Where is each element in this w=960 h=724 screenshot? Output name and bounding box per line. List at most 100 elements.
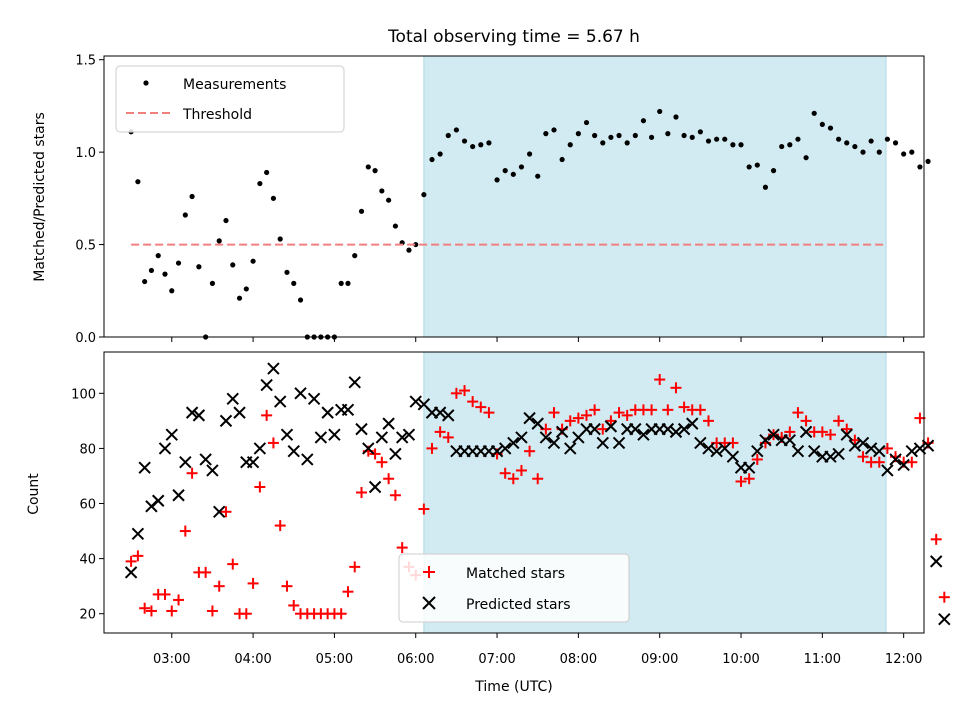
- measurement-point: [722, 136, 728, 142]
- bottom-y-tick-label: 100: [71, 387, 96, 402]
- measurement-point: [209, 280, 216, 286]
- matched-star-point: [125, 555, 137, 567]
- measurement-point: [518, 164, 525, 170]
- measurement-point: [386, 197, 392, 203]
- matched-star-point: [605, 415, 617, 427]
- predicted-star-point: [751, 444, 764, 458]
- predicted-star-point: [199, 453, 212, 466]
- x-tick-label: 07:00: [478, 652, 515, 667]
- matched-star-point: [930, 533, 942, 545]
- matched-star-point: [833, 415, 845, 427]
- matched-star-point: [751, 453, 763, 465]
- matched-star-point: [349, 561, 361, 573]
- x-tick-label: 08:00: [560, 652, 597, 667]
- measurement-point: [352, 253, 358, 259]
- predicted-star-point: [267, 362, 280, 375]
- measurement-point: [925, 158, 931, 164]
- top-plot-area: 0.0 0.5 1.0 1.5: [75, 54, 931, 346]
- measurement-point: [196, 264, 202, 270]
- predicted-star-point: [375, 431, 389, 444]
- matched-star-point: [572, 412, 584, 424]
- x-tick-label: 03:00: [153, 652, 190, 667]
- measurement-point: [681, 132, 687, 139]
- measurement-point: [392, 223, 399, 229]
- measurement-point: [592, 132, 598, 139]
- matched-star-point: [434, 426, 446, 438]
- top-y-tick-label: 1.5: [75, 54, 96, 69]
- measurement-point: [770, 168, 777, 174]
- matched-star-point: [881, 442, 893, 454]
- predicted-star-point: [368, 480, 382, 494]
- bottom-y-tick-label: 60: [79, 498, 96, 513]
- matched-star-point: [581, 409, 593, 421]
- matched-star-point: [670, 382, 682, 394]
- predicted-star-point: [791, 444, 805, 458]
- predicted-star-point: [686, 417, 699, 430]
- measurement-point: [236, 295, 243, 301]
- matched-star-point: [524, 445, 536, 457]
- top-chart-title: Total observing time = 5.67 h: [387, 27, 640, 47]
- matched-star-point: [173, 594, 185, 606]
- matched-star-point: [288, 599, 300, 611]
- top-y-tick-label: 0.5: [75, 239, 96, 254]
- predicted-star-point: [273, 395, 287, 408]
- matched-star-point: [841, 423, 853, 435]
- measurements-legend-marker: [143, 80, 149, 86]
- matched-star-point: [335, 608, 347, 620]
- predicted-legend-label: Predicted stars: [466, 597, 571, 613]
- predicted-star-point: [280, 428, 294, 441]
- measurement-point: [365, 164, 371, 170]
- predicted-star-point: [539, 431, 553, 444]
- predicted-star-point: [873, 444, 886, 458]
- measurement-point: [624, 140, 630, 146]
- predicted-star-point: [321, 406, 334, 419]
- matched-star-point: [467, 396, 479, 408]
- measurement-point: [264, 169, 270, 176]
- matched-legend-marker: [423, 566, 435, 578]
- measurements-legend-label: Measurements: [183, 77, 286, 93]
- predicted-star-point: [832, 447, 845, 461]
- measurement-point: [510, 171, 516, 177]
- matched-star-point: [159, 588, 171, 600]
- measurement-point: [486, 140, 492, 146]
- measurement-point: [836, 136, 842, 142]
- predicted-star-point: [124, 566, 138, 579]
- matched-star-point: [662, 404, 674, 416]
- predicted-star-point: [564, 442, 577, 455]
- bottom-legend: Matched stars Predicted stars: [398, 553, 630, 623]
- measurement-point: [665, 131, 671, 137]
- predicted-star-point: [824, 450, 837, 463]
- predicted-star-point: [555, 425, 569, 439]
- measurement-point: [673, 114, 679, 120]
- x-tick-label: 04:00: [234, 652, 271, 667]
- matched-star-point: [213, 580, 225, 592]
- predicted-star-point: [341, 403, 355, 417]
- measurement-point: [844, 140, 850, 146]
- predicted-star-point: [694, 436, 707, 450]
- measurement-point: [413, 241, 419, 248]
- measurement-point: [230, 262, 236, 268]
- matched-star-point: [873, 456, 885, 468]
- predicted-star-point: [152, 494, 165, 507]
- matched-star-point: [396, 542, 408, 554]
- predicted-star-point: [206, 464, 219, 477]
- predicted-star-point: [287, 444, 300, 458]
- predicted-star-point: [307, 392, 321, 406]
- measurement-point: [148, 267, 155, 274]
- matched-star-point: [418, 503, 430, 515]
- matched-star-point: [784, 426, 796, 438]
- matched-star-point: [646, 404, 658, 416]
- measurement-point: [795, 136, 801, 142]
- measurement-point: [216, 238, 222, 244]
- matched-star-point: [383, 473, 395, 485]
- measurement-point: [502, 168, 508, 174]
- predicted-star-point: [726, 450, 740, 463]
- predicted-star-point: [389, 447, 402, 461]
- top-legend: Measurements Threshold: [115, 65, 345, 133]
- measurement-point: [575, 131, 581, 137]
- matched-star-point: [613, 407, 625, 419]
- predicted-star-point: [260, 378, 273, 392]
- matched-star-point: [824, 429, 836, 441]
- top-axes-frame: [103, 55, 925, 338]
